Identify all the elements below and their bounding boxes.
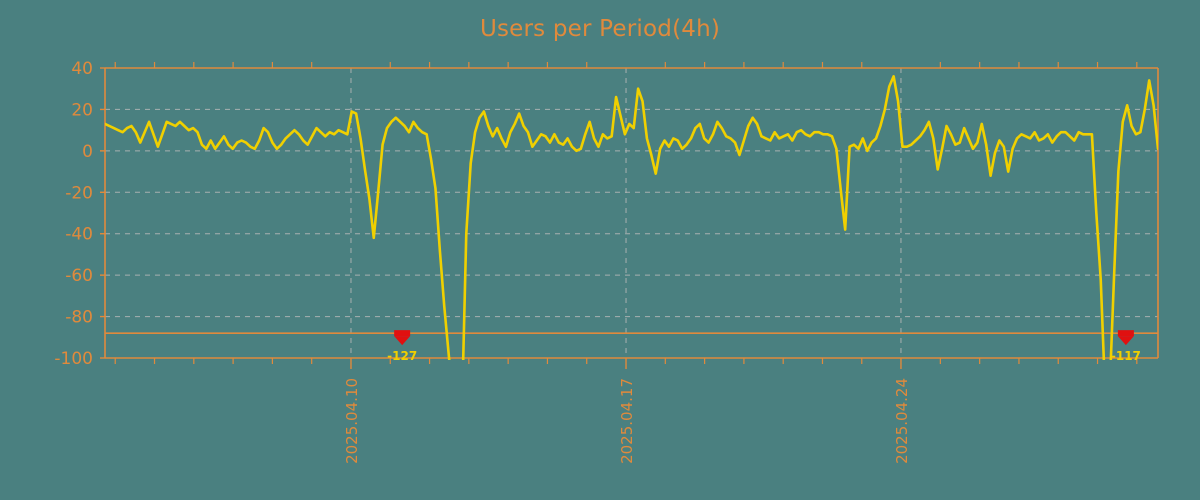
x-tick-label: 2025.04.24: [893, 378, 911, 464]
y-axis-tick-labels: 40 20 0 -20 -40 -60 -80 -100: [54, 59, 93, 369]
x-tick-label: 2025.04.17: [618, 378, 636, 464]
y-tick-label: 0: [82, 142, 93, 162]
x-axis-tick-labels: 2025.04.10 2025.04.17 2025.04.24: [343, 378, 911, 464]
y-tick-label: -20: [65, 183, 93, 203]
annotation-marker-bar: [1117, 330, 1134, 337]
annotation-marker-triangle: [1117, 336, 1134, 346]
annotation-value-label: -117: [1111, 349, 1141, 363]
y-tick-label: -40: [65, 225, 93, 245]
grid-layer: [105, 67, 1158, 359]
annotation-marker-bar: [394, 330, 411, 337]
y-tick-label: 40: [71, 59, 93, 79]
data-series-layer: [105, 74, 1158, 360]
annotation-layer: -127 -117: [387, 330, 1141, 363]
data-series-line: [105, 74, 1158, 360]
y-tick-label: 20: [71, 100, 93, 120]
annotation-value-label: -127: [387, 349, 417, 363]
y-tick-label: -100: [54, 349, 93, 369]
annotation-marker-group: [1117, 330, 1134, 346]
chart-title: Users per Period(4h): [479, 16, 721, 42]
y-tick-label: -80: [65, 308, 93, 328]
annotation-marker-triangle: [394, 336, 411, 346]
y-tick-label: -60: [65, 266, 93, 286]
axis-layer: [100, 62, 1159, 369]
x-tick-label: 2025.04.10: [343, 378, 361, 464]
annotation-marker-group: [394, 330, 411, 346]
